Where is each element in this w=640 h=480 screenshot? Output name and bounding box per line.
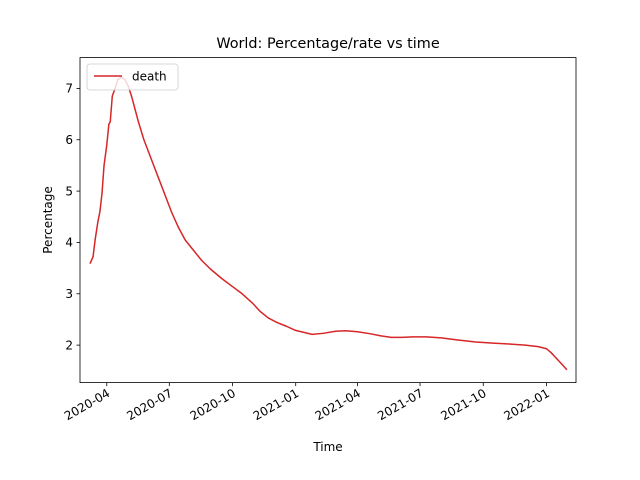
data-point xyxy=(380,335,382,337)
data-point xyxy=(560,362,562,364)
data-point xyxy=(555,357,557,359)
data-point xyxy=(231,285,233,287)
data-point xyxy=(134,108,136,110)
data-point xyxy=(390,336,392,339)
axes-frame xyxy=(79,57,577,383)
data-point xyxy=(440,337,442,339)
data-point xyxy=(101,193,103,195)
data-point xyxy=(109,121,111,123)
data-point xyxy=(241,293,243,295)
data-point xyxy=(302,331,304,333)
y-tick-label: 4 xyxy=(65,236,73,250)
data-point xyxy=(130,95,133,97)
data-point xyxy=(565,368,567,370)
data-point xyxy=(150,157,152,159)
data-point xyxy=(311,333,313,335)
data-point xyxy=(369,333,372,335)
y-axis-label: Percentage xyxy=(41,186,55,254)
data-point xyxy=(111,95,113,97)
data-point xyxy=(106,144,108,146)
data-point xyxy=(425,336,427,338)
data-point xyxy=(192,249,194,251)
data-point xyxy=(334,330,337,332)
data-point xyxy=(276,321,278,324)
data-point xyxy=(401,336,403,339)
y-axis: 2 3 4 5 6 7 xyxy=(65,82,80,352)
data-point xyxy=(137,121,139,123)
chart-title: World: Percentage/rate vs time xyxy=(216,36,440,52)
data-point xyxy=(170,211,172,213)
data-point xyxy=(537,346,539,348)
series-line-death xyxy=(89,76,568,371)
data-point xyxy=(97,221,99,223)
data-point xyxy=(89,262,91,264)
data-point xyxy=(201,259,203,261)
data-point xyxy=(92,256,94,258)
data-point xyxy=(157,175,159,177)
series-layer xyxy=(89,76,568,371)
x-axis-label: Time xyxy=(312,440,342,454)
legend: death xyxy=(86,63,179,91)
data-point xyxy=(545,348,548,350)
data-point xyxy=(524,344,526,346)
data-point xyxy=(356,331,359,333)
data-point xyxy=(267,317,269,319)
data-point xyxy=(322,332,324,334)
data-point xyxy=(184,239,186,241)
legend-label-death: death xyxy=(132,70,167,84)
data-point xyxy=(510,343,512,345)
data-point xyxy=(143,139,145,141)
data-point xyxy=(411,336,414,338)
legend-box xyxy=(86,63,179,91)
data-point xyxy=(163,193,166,195)
data-point xyxy=(550,352,552,354)
data-point xyxy=(285,325,287,327)
data-point xyxy=(475,341,477,343)
data-point xyxy=(251,302,254,304)
data-point xyxy=(294,329,296,331)
y-tick-label: 3 xyxy=(65,287,73,301)
y-tick-label: 5 xyxy=(65,184,73,198)
data-point xyxy=(94,239,96,241)
data-point xyxy=(220,277,223,279)
data-point xyxy=(103,164,105,167)
y-tick-label: 2 xyxy=(65,338,73,352)
data-point xyxy=(259,310,261,312)
data-point xyxy=(492,342,494,344)
data-point xyxy=(209,268,212,270)
data-point xyxy=(108,123,110,125)
data-point xyxy=(457,339,459,341)
y-tick-label: 7 xyxy=(65,82,73,96)
data-point xyxy=(99,211,101,213)
y-tick-label: 6 xyxy=(65,133,73,147)
data-point xyxy=(177,226,179,228)
data-point xyxy=(345,330,347,332)
plot-area xyxy=(79,57,577,383)
